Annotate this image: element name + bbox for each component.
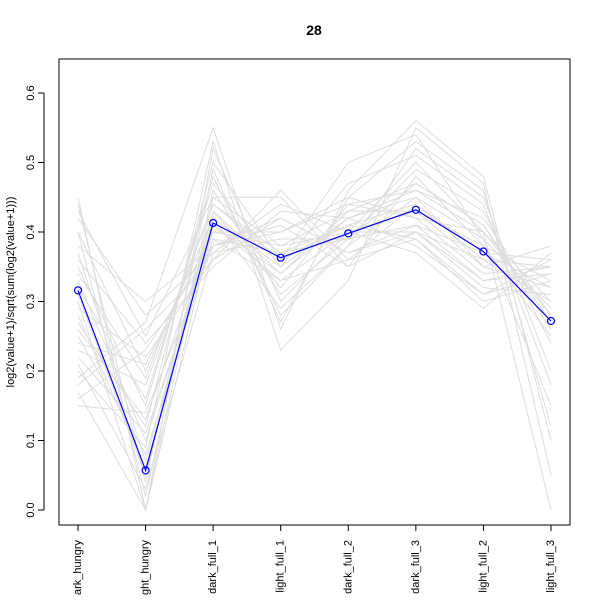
y-tick-label: 0.3	[25, 294, 37, 309]
background-series-line-22	[77, 182, 552, 512]
highlight-point-dark_full_3	[411, 205, 420, 214]
background-series-line-18	[77, 196, 552, 470]
y-tick-label: 0.2	[25, 363, 37, 378]
y-tick-label: 0.5	[25, 155, 37, 170]
y-axis-label: log2(value+1)/sqrt(sum(log2(value+1)))	[5, 197, 17, 388]
x-tick-label: dark_full_1	[207, 540, 219, 594]
background-series-line-4	[77, 147, 552, 408]
background-series-line-21	[77, 203, 552, 317]
x-tick-label: dark_full_2	[342, 540, 354, 594]
highlight-point-light_full_3	[546, 316, 556, 326]
chart-title: 28	[306, 22, 322, 38]
y-tick-label: 0.6	[25, 85, 37, 100]
highlight-point-dark_full_2	[344, 229, 353, 238]
highlight-point-light_full_2	[479, 247, 488, 256]
x-tick-label: light_full_2	[477, 540, 489, 593]
highlight-point-light_full_1	[276, 253, 285, 262]
background-series-line-1	[77, 175, 552, 338]
x-axis: ark_hungry ght_hungry dark_full_1 light_ful…	[72, 524, 557, 596]
background-series-line-29	[77, 217, 552, 400]
highlight-point-light_hungry	[141, 466, 150, 475]
y-tick-label: 0.1	[25, 433, 37, 448]
x-tick-label: dark_full_3	[410, 540, 422, 594]
highlight-series-line	[77, 209, 552, 473]
y-tick-label: 0.4	[25, 224, 37, 239]
background-series-line-15	[77, 168, 552, 497]
background-series-line-20	[77, 126, 552, 476]
y-tick-label: 0.0	[25, 502, 37, 517]
background-series-line-24	[77, 203, 552, 379]
highlight-point-dark_full_1	[209, 218, 218, 228]
background-series-group	[77, 120, 552, 512]
x-tick-label: light_full_1	[275, 540, 287, 593]
background-series-line-23	[77, 210, 552, 421]
background-series-line-27	[77, 189, 552, 386]
plot-area-border	[58, 58, 571, 526]
background-series-line-16	[77, 210, 552, 344]
background-series-line-8	[77, 134, 552, 428]
highlight-series-group	[73, 205, 556, 475]
x-tick-label: light_full_3	[545, 540, 557, 593]
x-tick-label: ght_hungry	[140, 540, 152, 596]
highlight-point-dark_hungry	[73, 286, 83, 295]
x-tick-label: ark_hungry	[72, 540, 84, 596]
y-axis: 0.0 0.1 0.2 0.3 0.4 0.5 0.6	[25, 85, 45, 518]
